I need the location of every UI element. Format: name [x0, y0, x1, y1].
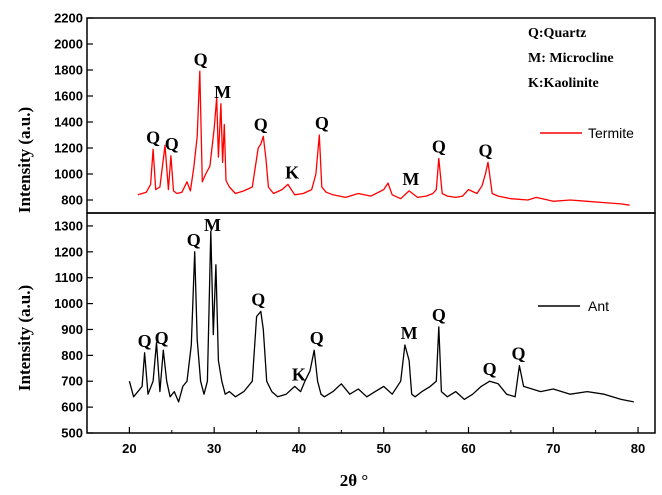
x-axis: 20 30 40 50 60 70 80 [122, 427, 645, 456]
ant-peak-label: M [401, 323, 418, 343]
ant-legend-label: Ant [588, 298, 609, 314]
ant-peak-label: Q [310, 328, 324, 348]
x-tick-label: 80 [631, 441, 645, 456]
termite-peak-label: Q [194, 49, 208, 69]
ant-series [129, 231, 633, 402]
x-tick-label: 30 [207, 441, 221, 456]
ant-y-tick-label: 1300 [54, 218, 83, 233]
ant-peak-label: Q [187, 230, 201, 250]
termite-y-tick-label: 800 [61, 193, 83, 208]
termite-peak-label: Q [254, 114, 268, 134]
phase-key-kaolinite: K:Kaolinite [528, 76, 599, 91]
termite-series-line [138, 71, 630, 205]
termite-y-tick-label: 2200 [54, 11, 83, 26]
ant-y-tick-label: 900 [61, 322, 83, 337]
termite-plot-frame [87, 18, 655, 213]
x-tick-label: 70 [546, 441, 560, 456]
ant-y-axis-title: Intensity (a.u.) [15, 285, 34, 391]
ant-y-tick-label: 700 [61, 374, 83, 389]
termite-peak-label: Q [165, 134, 179, 154]
ant-y-tick-label: 500 [61, 426, 83, 441]
ant-legend: Ant [538, 298, 609, 314]
termite-series [138, 71, 630, 205]
termite-y-tick-label: 1600 [54, 89, 83, 104]
termite-legend: Termite [540, 125, 634, 141]
termite-peak-label: Q [315, 113, 329, 133]
termite-y-tick-label: 1000 [54, 167, 83, 182]
termite-y-tick-label: 2000 [54, 37, 83, 52]
phase-key-quartz: Q:Quartz [528, 26, 586, 41]
ant-y-tick-label: 800 [61, 348, 83, 363]
termite-y-tick-label: 1200 [54, 141, 83, 156]
x-tick-label: 60 [461, 441, 475, 456]
ant-panel: 500 600 700 800 900 1000 1100 1200 1300 20 30 40 50… [15, 213, 655, 490]
termite-y-tick-label: 1800 [54, 63, 83, 78]
termite-legend-label: Termite [588, 125, 634, 141]
x-tick-label: 50 [376, 441, 390, 456]
x-tick-label: 40 [292, 441, 306, 456]
ant-peak-label: Q [251, 289, 265, 309]
termite-peak-label: Q [432, 136, 446, 156]
ant-y-tick-label: 1100 [55, 270, 83, 285]
ant-y-tick-label: 1200 [54, 244, 83, 259]
termite-peak-label: Q [146, 127, 160, 147]
ant-peak-label: Q [138, 331, 152, 351]
termite-peak-label: M [214, 82, 231, 102]
ant-y-tick-label: 600 [61, 400, 83, 415]
termite-peak-label: M [402, 169, 419, 189]
phase-key-microcline: M: Microcline [528, 51, 614, 66]
ant-y-tick-label: 1000 [54, 296, 83, 311]
termite-peak-label: Q [478, 140, 492, 160]
x-tick-label: 20 [122, 441, 136, 456]
ant-peak-label: Q [483, 359, 497, 379]
ant-series-line [129, 231, 633, 402]
ant-peak-label: Q [512, 344, 526, 364]
ant-y-axis: 500 600 700 800 900 1000 1100 1200 1300 [54, 218, 93, 440]
ant-peak-label: K [292, 364, 306, 384]
termite-y-tick-label: 1400 [54, 115, 83, 130]
ant-peak-label: Q [155, 328, 169, 348]
termite-y-axis-title: Intensity (a.u.) [15, 107, 34, 213]
ant-plot-frame [87, 213, 655, 433]
termite-peak-label: K [285, 162, 299, 182]
phase-key: Q:Quartz M: Microcline K:Kaolinite [528, 26, 614, 91]
ant-peak-label: Q [432, 305, 446, 325]
ant-peak-label: M [204, 215, 221, 235]
x-axis-title: 2θ ° [340, 471, 368, 490]
